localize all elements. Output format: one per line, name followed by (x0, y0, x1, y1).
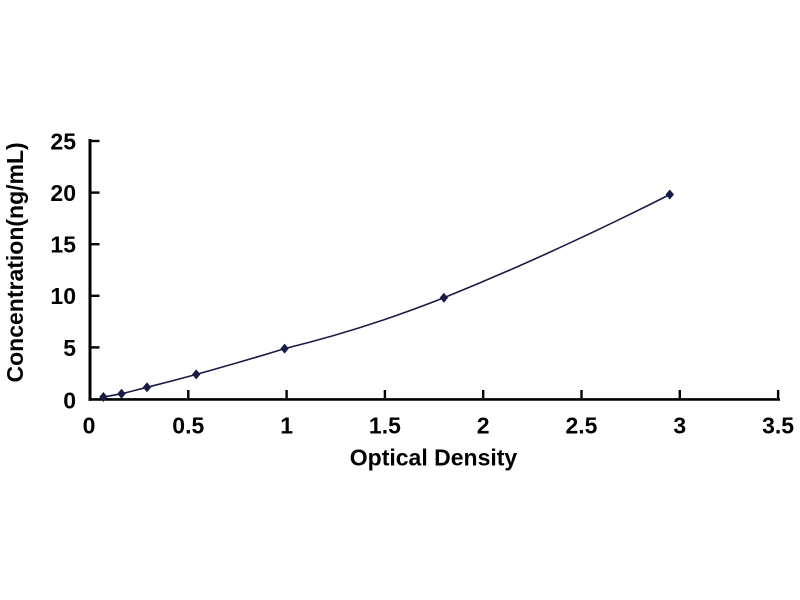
svg-text:10: 10 (50, 283, 76, 309)
svg-text:1: 1 (280, 413, 293, 439)
svg-text:Concentration(ng/mL): Concentration(ng/mL) (2, 142, 28, 382)
svg-text:25: 25 (50, 128, 76, 154)
svg-text:20: 20 (50, 180, 76, 206)
svg-text:5: 5 (63, 335, 76, 361)
svg-text:0.5: 0.5 (172, 413, 204, 439)
svg-text:15: 15 (50, 232, 76, 258)
svg-text:2: 2 (477, 413, 490, 439)
svg-text:Optical Density: Optical Density (350, 445, 518, 471)
svg-text:0: 0 (83, 413, 96, 439)
svg-text:0: 0 (63, 387, 76, 413)
svg-text:3.5: 3.5 (762, 413, 794, 439)
svg-text:3: 3 (673, 413, 686, 439)
svg-text:2.5: 2.5 (566, 413, 598, 439)
svg-text:1.5: 1.5 (369, 413, 401, 439)
